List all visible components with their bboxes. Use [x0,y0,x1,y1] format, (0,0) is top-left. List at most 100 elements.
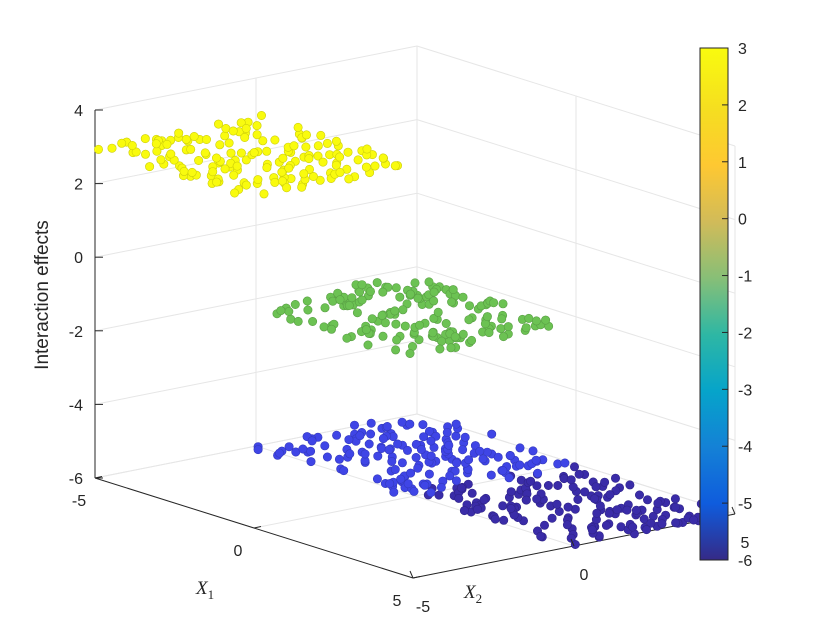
data-point [366,429,376,439]
x1-axis-label-main: X [195,578,209,599]
data-point [162,139,172,149]
data-point [478,454,488,464]
data-point [442,427,452,437]
data-point [498,501,508,511]
data-point [372,474,382,484]
data-point [277,176,287,186]
data-point [342,333,352,343]
x1-tick-mark [253,526,262,529]
data-point [670,494,680,504]
colorbar-ticks: 3 2 1 0 -1 -2 -3 -4 -5 -6 [722,41,752,570]
data-point [467,488,477,498]
data-point [489,298,499,308]
data-point [224,138,234,148]
data-point [533,468,543,478]
data-point [436,482,446,492]
data-point [393,439,403,449]
x2-tick-label: 5 [741,535,750,552]
data-point [445,471,455,481]
data-point [433,307,443,317]
data-point [284,306,294,316]
data-point [622,505,632,515]
data-point [344,300,354,310]
data-point [420,480,430,490]
data-point [335,152,345,162]
data-point [286,314,296,324]
data-point [372,278,382,288]
data-point [360,449,370,459]
z-tick-label: 0 [74,250,83,267]
data-point [236,118,246,128]
data-point [498,299,508,309]
data-point [600,477,610,487]
data-point [418,420,428,430]
data-point [458,445,468,455]
data-point [249,148,259,158]
data-point [353,155,363,165]
data-point [241,155,251,165]
data-point [610,473,620,483]
data-point [389,487,399,497]
data-point [604,508,614,518]
data-point [367,314,377,324]
data-point [410,278,420,288]
data-points [94,111,721,549]
colorbar-tick-label: -4 [738,439,752,456]
data-point [689,515,699,525]
data-point [241,124,251,134]
grid-line-side-wall-z [416,192,736,294]
data-point [400,321,410,331]
x2-tick-mark [409,570,414,579]
data-point [166,149,176,159]
data-point [361,325,371,335]
data-point [472,504,482,514]
data-point [391,319,401,329]
data-point [458,329,468,339]
tick-labels: 4 2 0 -2 -4 -6 -5 0 5 -5 0 5 [69,103,750,616]
data-point [499,515,509,525]
data-point [464,455,474,465]
data-point [487,429,497,439]
data-point [524,313,534,323]
data-point [131,147,141,157]
data-point [202,135,212,145]
data-point [212,153,222,163]
data-point [639,514,649,524]
z-tick-label: 4 [74,103,83,120]
data-point [409,486,419,496]
data-point [541,315,551,325]
data-point [464,315,474,325]
x2-tick-mark [731,506,736,515]
data-point [307,436,317,446]
z-tick-label: -2 [69,324,83,341]
data-point [241,180,251,190]
data-point [347,293,357,303]
data-point [411,452,421,462]
data-point [484,328,494,338]
data-point [515,460,525,470]
colorbar-tick-label: -2 [738,325,752,342]
data-point [451,431,461,441]
data-point [531,316,541,326]
data-point [528,446,538,456]
data-point [331,160,341,170]
data-point [208,167,218,177]
data-point [587,525,597,535]
data-point [446,343,456,353]
data-point [552,499,562,509]
grid-line-side-wall-z [416,119,736,221]
data-point [526,476,536,486]
data-point [186,144,196,154]
data-point [391,283,401,293]
data-point [566,475,576,485]
data-point [151,139,161,149]
x2-tick-mark [570,538,575,547]
data-point [515,443,525,453]
data-point [313,151,323,161]
colorbar: 3 2 1 0 -1 -2 -3 -4 -5 -6 [699,41,752,570]
data-point [539,520,549,530]
data-point [390,464,400,474]
data-point [475,446,485,456]
data-point [252,130,262,140]
data-point [653,498,663,508]
